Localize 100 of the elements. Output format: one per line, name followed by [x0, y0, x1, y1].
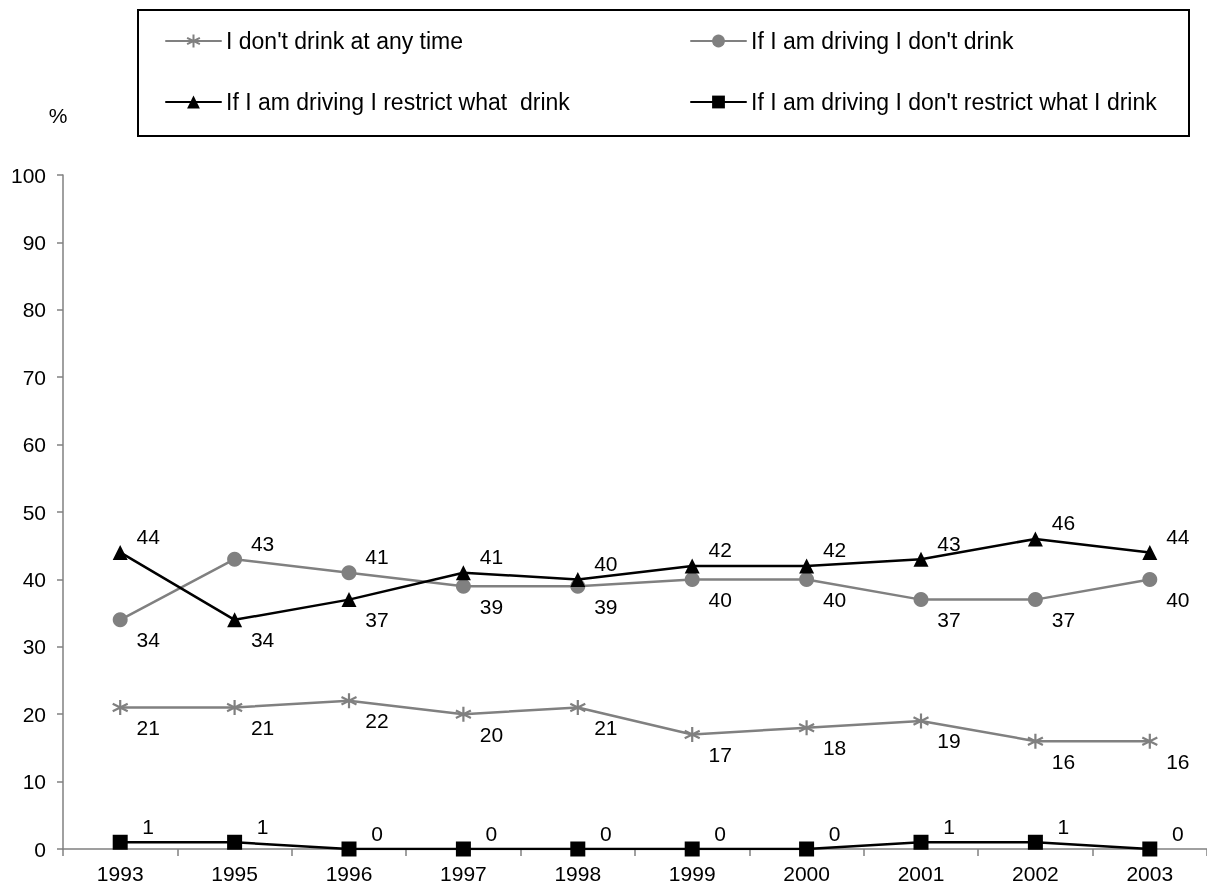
x-tick-label: 1997: [440, 862, 487, 885]
data-label: 0: [828, 821, 841, 845]
x-tick-label: 2002: [1012, 862, 1059, 885]
point: [111, 698, 129, 717]
point: [1142, 544, 1158, 560]
point: [1027, 834, 1043, 850]
point: [912, 712, 930, 730]
y-tick-label: 40: [22, 567, 46, 591]
point: [684, 841, 700, 857]
data-label: 37: [937, 608, 961, 632]
data-label: 21: [136, 715, 160, 739]
data-label: 20: [479, 722, 504, 746]
data-label: 37: [1051, 608, 1076, 632]
legend-label: I don't drink at any time: [226, 28, 464, 54]
data-label: 17: [708, 742, 732, 766]
x-tick-label: 1999: [668, 862, 716, 885]
point: [798, 719, 816, 737]
y-tick-label: 30: [22, 635, 46, 659]
y-tick-label: 90: [22, 230, 46, 254]
point: [455, 578, 471, 594]
y-tick-label: 0: [34, 837, 46, 861]
y-tick-label: 60: [22, 433, 46, 457]
data-label: 1: [256, 814, 269, 838]
y-tick-label: 80: [22, 298, 46, 322]
point: [341, 592, 357, 608]
data-label: 39: [479, 594, 504, 618]
point: [1026, 732, 1044, 750]
data-label: 40: [1166, 587, 1190, 611]
data-label: 34: [250, 628, 275, 652]
x-tick-label: 1995: [211, 862, 258, 885]
point: [226, 698, 244, 717]
point: [112, 834, 128, 850]
point: [570, 841, 586, 857]
data-label: 18: [822, 736, 847, 760]
data-label: 34: [136, 628, 161, 652]
data-label: 39: [594, 594, 618, 618]
point: [799, 841, 815, 857]
x-tick-label: 1993: [96, 862, 144, 885]
point: [227, 834, 243, 850]
y-tick-label: 100: [10, 163, 46, 187]
point: [799, 558, 815, 574]
data-label: 21: [594, 715, 618, 739]
point: [1027, 592, 1043, 608]
data-label: 16: [1051, 749, 1076, 773]
data-label: 22: [365, 709, 389, 733]
data-label: 44: [1166, 524, 1190, 548]
data-label: 43: [250, 531, 275, 555]
y-tick-label: 70: [22, 365, 46, 389]
point: [455, 565, 471, 581]
data-label: 1: [142, 814, 155, 838]
x-tick-label: 2001: [897, 862, 945, 885]
point: [569, 698, 587, 717]
data-label: 19: [937, 729, 961, 753]
data-label: 42: [708, 538, 732, 562]
data-label: 40: [708, 587, 732, 611]
point: [341, 565, 357, 581]
y-tick-label: 50: [22, 500, 46, 524]
point: [913, 592, 929, 608]
data-label: 0: [599, 821, 612, 845]
legend-label: If I am driving I don't restrict what I drink: [751, 89, 1158, 115]
data-label: 41: [365, 545, 389, 569]
data-label: 0: [371, 821, 383, 845]
point: [227, 551, 243, 567]
point: [1027, 531, 1043, 547]
point: [570, 571, 586, 587]
y-tick-label: 20: [22, 702, 46, 726]
point: [1142, 841, 1158, 857]
x-tick-label: 1996: [325, 862, 373, 885]
point: [683, 725, 701, 744]
data-label: 42: [822, 538, 847, 562]
point: [913, 834, 929, 850]
data-label: 1: [943, 814, 955, 838]
legend-label: If I am driving I restrict what drink: [226, 89, 571, 115]
point: [227, 612, 243, 628]
y-axis-title: %: [48, 103, 68, 127]
data-label: 1: [1057, 814, 1070, 838]
x-tick-label: 2000: [783, 862, 830, 885]
point: [112, 544, 128, 560]
point: [913, 551, 929, 567]
point: [799, 571, 815, 587]
point: [112, 612, 128, 628]
point: [684, 571, 700, 587]
x-tick-label: 1998: [554, 862, 602, 885]
data-label: 16: [1166, 749, 1190, 773]
point: [454, 705, 472, 723]
x-tick-label: 2003: [1126, 862, 1174, 885]
data-label: 41: [479, 545, 504, 569]
point: [340, 692, 358, 710]
data-label: 44: [136, 524, 161, 548]
point: [341, 841, 357, 857]
data-label: 0: [1171, 821, 1184, 845]
data-label: 0: [714, 821, 727, 845]
data-label: 0: [485, 821, 498, 845]
data-label: 21: [250, 715, 275, 739]
point: [1141, 732, 1159, 750]
point: [684, 558, 700, 574]
data-label: 37: [365, 608, 389, 632]
point: [455, 841, 471, 857]
point: [1142, 571, 1158, 587]
legend-label: If I am driving I don't drink: [751, 28, 1015, 54]
